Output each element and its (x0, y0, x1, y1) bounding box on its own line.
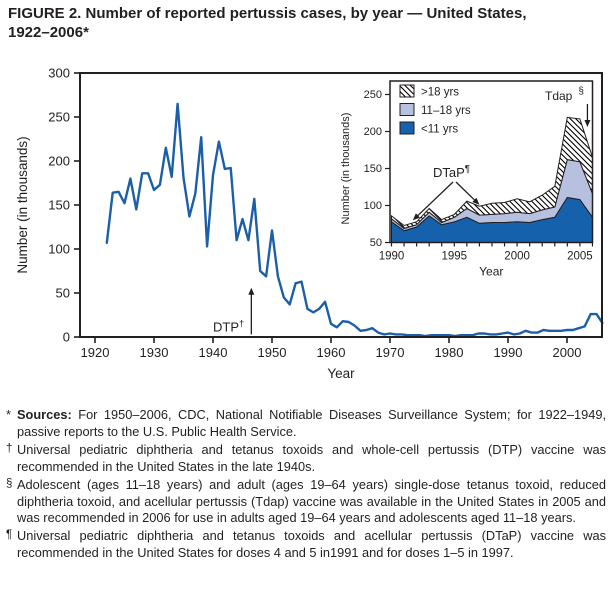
x-tick-label: 1980 (435, 345, 464, 360)
annotation-dtp: DTP† (213, 287, 255, 335)
y-tick-label: 200 (48, 154, 70, 169)
main-data-line (105, 102, 604, 338)
inset-y-tick-label: 200 (364, 126, 382, 138)
footnote-marker: * (6, 407, 11, 422)
inset-x-tick-label: 2000 (504, 251, 530, 263)
x-tick-label: 2000 (553, 345, 582, 360)
figure-title-line1: FIGURE 2. Number of reported pertussis c… (8, 5, 527, 22)
x-tick-label: 1930 (140, 345, 169, 360)
y-tick-label: 300 (48, 66, 70, 81)
annotation-dtap: DTaP¶ (412, 164, 480, 221)
inset-x-tick-label: 2005 (567, 251, 593, 263)
annotation-tdap: Tdap § (545, 86, 591, 128)
chart-area: 0 50 100 150 200 250 300 1920 1930 1940 1950 1960 19… (0, 60, 613, 405)
footnote-1: * Sources: For 1950–2006, CDC, National N… (6, 407, 607, 439)
tdap-label: Tdap § (545, 86, 584, 103)
inset-y-tick-label: 100 (364, 200, 382, 212)
footnote-marker: † (6, 442, 13, 455)
footnote-marker: ¶ (6, 529, 13, 542)
legend-label-2: <11 yrs (421, 124, 458, 136)
inset-y-axis-label: Number (in thousands) (340, 113, 352, 225)
inset-chart: 50 100 150 200 250 1990 1995 2000 2005 Year Number… (340, 80, 594, 279)
inset-y-tick-label: 50 (370, 237, 382, 249)
legend-label-1: 11–18 yrs (421, 105, 471, 117)
footnote-2: † Universal pediatric diphtheria and teta… (6, 441, 606, 474)
arrowhead (248, 287, 255, 295)
x-tick-label: 1920 (81, 345, 110, 360)
footnote-bold-prefix: Sources: (17, 407, 72, 422)
dtp-label: DTP† (213, 318, 244, 334)
inset-y-tick-label: 250 (364, 89, 382, 101)
inset-x-tick-label: 1995 (442, 251, 468, 263)
legend-label-0: >18 yrs (421, 87, 459, 99)
legend-swatch-1 (399, 103, 415, 116)
tdap-arrow (584, 104, 591, 128)
x-tick-label: 1990 (494, 345, 523, 360)
arrowhead (584, 120, 591, 128)
legend-swatch-2 (399, 121, 415, 135)
dtp-arrow (248, 287, 255, 335)
y-tick-label: 150 (48, 198, 70, 213)
inset-x-tick-label: 1990 (379, 251, 405, 263)
dtap-label: DTaP¶ (433, 164, 470, 180)
arrowhead (472, 197, 480, 205)
footnote-4: ¶ Universal pediatric diphtheria and teta… (6, 528, 606, 561)
x-tick-label: 1940 (199, 345, 228, 360)
y-tick-label: 100 (48, 242, 70, 257)
inset-plot-border (389, 80, 594, 244)
pertussis-line-chart: 0 50 100 150 200 250 300 1920 1930 1940 1950 1960 19… (15, 66, 604, 381)
inset-legend: >18 yrs 11–18 yrs <11 yrs (399, 84, 471, 136)
figure-title-line2: 1922–2006* (8, 23, 89, 41)
x-tick-label: 1970 (376, 345, 405, 360)
main-plot-border (79, 72, 603, 338)
x-tick-label: 1950 (258, 345, 287, 360)
inset-y-tick-label: 150 (364, 163, 382, 175)
dtap-arrow-2 (455, 181, 480, 205)
inset-x-axis-label: Year (479, 265, 503, 279)
main-x-axis-label: Year (327, 366, 355, 381)
dtap-arrow-1 (412, 181, 454, 221)
footnotes: * Sources: For 1950–2006, CDC, National N… (6, 407, 606, 562)
footnote-marker: § (6, 477, 13, 490)
y-tick-label: 50 (56, 286, 70, 301)
main-chart: 0 50 100 150 200 250 300 1920 1930 1940 1950 1960 19… (15, 66, 604, 381)
x-tick-label: 1960 (317, 345, 346, 360)
y-tick-label: 0 (63, 330, 70, 345)
footnote-3: § Adolescent (ages 11–18 years) and adult… (6, 476, 606, 526)
legend-swatch-0 (399, 84, 415, 98)
y-tick-label: 250 (48, 110, 70, 125)
arrowhead (412, 213, 420, 221)
figure-title: FIGURE 2. Number of reported pertussis c… (8, 5, 608, 42)
main-y-axis-label: Number (in thousands) (15, 136, 30, 273)
